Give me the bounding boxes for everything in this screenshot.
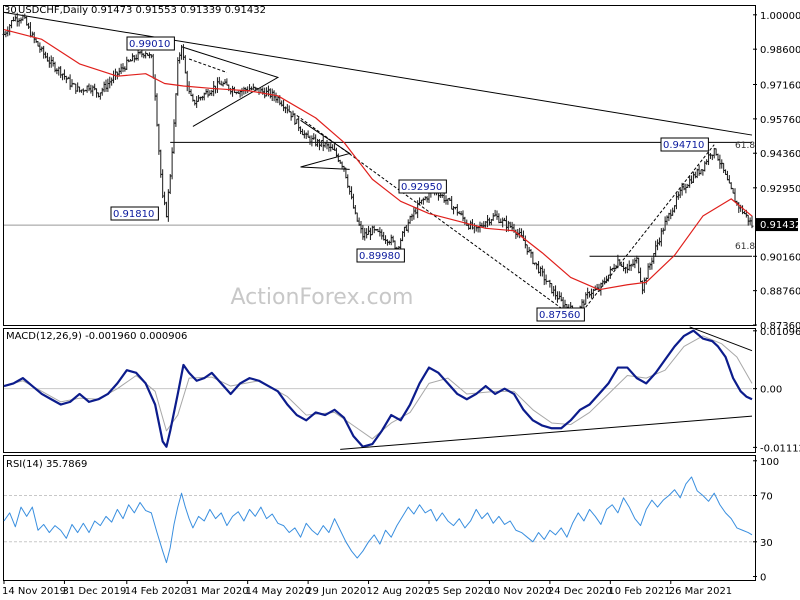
price-tick-label: 0.95760 bbox=[760, 115, 800, 126]
price-annotation-box bbox=[398, 179, 447, 194]
fib-level-label: 61.8 bbox=[735, 141, 755, 151]
panel-frames bbox=[3, 5, 756, 581]
rsi-title: RSI(14) 35.7869 bbox=[6, 459, 87, 470]
x-tick-label: 14 Feb 2020 bbox=[125, 586, 187, 597]
symbol-label: USDCHF,Daily bbox=[18, 5, 88, 16]
price-annotation-box bbox=[126, 36, 175, 51]
price-annotation-box bbox=[356, 248, 405, 263]
panel-frame-2 bbox=[3, 328, 756, 453]
macd-panel bbox=[3, 326, 753, 450]
macd-resistance-trendline bbox=[689, 326, 753, 352]
macd-signal-line bbox=[3, 335, 753, 440]
x-tick-label: 31 Dec 2019 bbox=[62, 586, 126, 597]
price-tick-label: 0.87360 bbox=[760, 321, 800, 332]
price-tick-label: 0.94360 bbox=[760, 149, 800, 160]
macd-tick-label: 0.010967 bbox=[760, 327, 800, 338]
trendline-main bbox=[3, 11, 753, 136]
rsi-tick-label: 30 bbox=[760, 538, 773, 549]
fib-level-label: 61.8 bbox=[735, 242, 755, 252]
triangle-pattern-2 bbox=[300, 119, 351, 170]
price-annotation-label: 0.99010 bbox=[129, 39, 170, 50]
panel-frame-1 bbox=[3, 5, 756, 326]
x-tick-label: 24 Dec 2020 bbox=[548, 586, 612, 597]
rsi-tick-label: 0 bbox=[760, 573, 766, 584]
price-bars bbox=[2, 12, 754, 322]
macd-tick-label: -0.011127 bbox=[760, 443, 800, 454]
macd-line bbox=[3, 329, 753, 448]
x-tick-label: 14 Nov 2019 bbox=[2, 586, 66, 597]
price-annotation-label: 0.91810 bbox=[113, 209, 154, 220]
x-tick-label: 31 Mar 2020 bbox=[185, 586, 248, 597]
dashed-line-up bbox=[575, 144, 715, 320]
price-panel: 0.99010 0.91810 0.92950 0.89980 0.94710 0.875… bbox=[2, 11, 755, 322]
dashed-line-1 bbox=[188, 58, 228, 73]
price-corner-label: 30 bbox=[4, 5, 17, 16]
price-tick-label: 0.88760 bbox=[760, 287, 800, 298]
x-tick-label: 25 Sep 2020 bbox=[427, 586, 490, 597]
price-annotation-label: 0.94710 bbox=[663, 140, 704, 151]
x-tick-label: 29 Jun 2020 bbox=[306, 586, 366, 597]
rsi-panel bbox=[3, 476, 753, 564]
macd-support-trendline bbox=[340, 415, 753, 450]
price-tick-label: 0.97160 bbox=[760, 81, 800, 92]
price-annotation-box bbox=[536, 307, 585, 322]
triangle-pattern-1 bbox=[181, 46, 280, 127]
price-annotation-label: 0.89980 bbox=[359, 251, 400, 262]
dashed-line-down bbox=[296, 115, 577, 320]
macd-title: MACD(12,26,9) -0.001960 0.000906 bbox=[6, 331, 187, 342]
axes: 1.00000 0.98600 0.97160 0.95760 0.94360 0.929… bbox=[2, 11, 800, 597]
price-annotation-box bbox=[110, 206, 159, 221]
price-tick-label: 0.92950 bbox=[760, 184, 800, 195]
x-tick-label: 12 Aug 2020 bbox=[367, 586, 431, 597]
rsi-tick-label: 100 bbox=[760, 457, 779, 468]
panel-frame-3 bbox=[3, 455, 756, 581]
ohlc-values: 0.91473 0.91553 0.91339 0.91432 bbox=[91, 5, 266, 16]
moving-average-line bbox=[3, 28, 753, 291]
x-tick-label: 26 Mar 2021 bbox=[669, 586, 732, 597]
rsi-tick-label: 70 bbox=[760, 492, 773, 503]
price-annotation-label: 0.92950 bbox=[401, 182, 442, 193]
x-tick-label: 10 Feb 2021 bbox=[608, 586, 670, 597]
rsi-line bbox=[3, 476, 753, 564]
price-annotation-label: 0.87560 bbox=[539, 310, 580, 321]
current-price-tag bbox=[756, 218, 798, 232]
price-tick-label: 1.00000 bbox=[760, 11, 800, 22]
price-tick-label: 0.98600 bbox=[760, 45, 800, 56]
watermark-text: ActionForex.com bbox=[231, 285, 414, 310]
x-tick-label: 14 May 2020 bbox=[246, 586, 311, 597]
macd-tick-label: 0.00 bbox=[760, 385, 782, 396]
price-annotation-box bbox=[660, 137, 709, 152]
current-price-label: 0.91432 bbox=[760, 220, 800, 231]
x-tick-label: 10 Nov 2020 bbox=[487, 586, 551, 597]
price-tick-label: 0.90160 bbox=[760, 252, 800, 263]
